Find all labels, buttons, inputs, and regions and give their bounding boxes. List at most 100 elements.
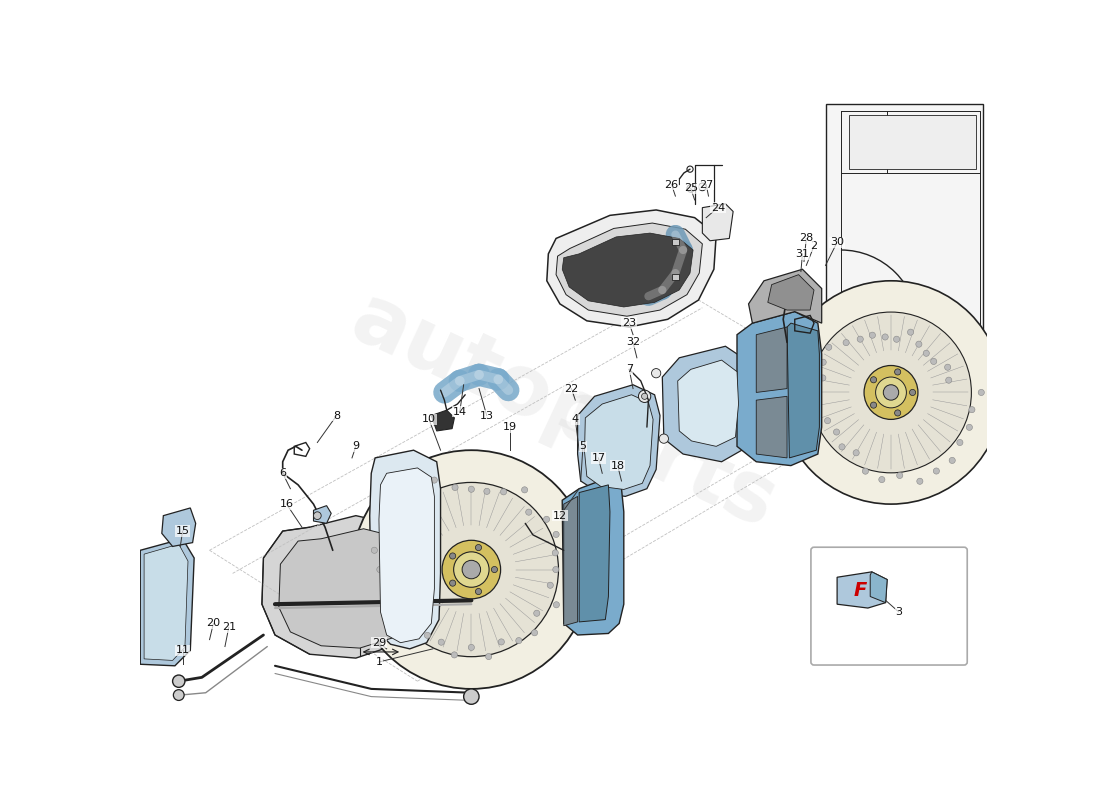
Text: 10: 10 xyxy=(422,414,436,424)
Circle shape xyxy=(870,402,877,408)
Circle shape xyxy=(896,472,903,478)
Circle shape xyxy=(407,628,412,634)
Polygon shape xyxy=(849,115,976,169)
Polygon shape xyxy=(757,396,788,458)
Polygon shape xyxy=(431,410,454,431)
Circle shape xyxy=(916,478,923,484)
Text: 11: 11 xyxy=(176,646,189,655)
Circle shape xyxy=(372,547,377,554)
Circle shape xyxy=(638,390,651,402)
Circle shape xyxy=(814,390,821,395)
Circle shape xyxy=(475,589,482,594)
Polygon shape xyxy=(749,270,822,323)
Text: 25: 25 xyxy=(684,183,697,194)
Circle shape xyxy=(547,582,553,588)
Circle shape xyxy=(531,630,538,636)
Polygon shape xyxy=(314,506,331,523)
Circle shape xyxy=(425,632,430,638)
Polygon shape xyxy=(556,223,703,316)
Circle shape xyxy=(543,516,550,522)
Circle shape xyxy=(978,390,984,395)
Circle shape xyxy=(384,482,559,657)
Circle shape xyxy=(500,489,507,495)
Circle shape xyxy=(438,639,444,646)
Polygon shape xyxy=(788,323,820,458)
FancyBboxPatch shape xyxy=(811,547,967,665)
Circle shape xyxy=(966,424,972,430)
Text: 2: 2 xyxy=(811,241,817,251)
Circle shape xyxy=(815,405,821,411)
Polygon shape xyxy=(562,233,693,307)
Circle shape xyxy=(910,390,915,395)
Circle shape xyxy=(854,450,859,456)
Text: 7: 7 xyxy=(626,364,632,374)
Text: 12: 12 xyxy=(553,510,566,521)
Polygon shape xyxy=(563,496,578,626)
Polygon shape xyxy=(262,516,429,658)
Circle shape xyxy=(839,444,845,450)
Circle shape xyxy=(475,545,482,550)
Circle shape xyxy=(931,358,937,365)
Circle shape xyxy=(686,185,695,192)
Text: 26: 26 xyxy=(664,179,679,190)
Circle shape xyxy=(825,418,830,424)
Circle shape xyxy=(442,540,501,599)
Text: 4: 4 xyxy=(572,414,579,424)
Text: 6: 6 xyxy=(279,468,286,478)
Circle shape xyxy=(843,339,849,346)
Circle shape xyxy=(826,344,832,350)
Circle shape xyxy=(453,552,490,587)
Text: 21: 21 xyxy=(222,622,235,632)
Circle shape xyxy=(857,336,864,342)
Polygon shape xyxy=(562,477,624,635)
Circle shape xyxy=(397,518,403,525)
Circle shape xyxy=(933,468,939,474)
Text: 5: 5 xyxy=(580,442,586,451)
Text: F: F xyxy=(854,581,867,600)
Circle shape xyxy=(534,610,540,616)
Circle shape xyxy=(314,512,321,519)
Circle shape xyxy=(451,652,458,658)
Circle shape xyxy=(462,560,481,578)
Circle shape xyxy=(464,689,480,704)
Circle shape xyxy=(516,638,521,644)
Circle shape xyxy=(398,496,404,502)
Text: 18: 18 xyxy=(610,461,625,470)
Polygon shape xyxy=(671,239,680,246)
Circle shape xyxy=(834,429,839,435)
Polygon shape xyxy=(703,204,733,241)
Text: 3: 3 xyxy=(895,607,902,617)
Circle shape xyxy=(957,439,962,446)
Text: 22: 22 xyxy=(564,383,579,394)
Text: 17: 17 xyxy=(592,453,605,463)
Polygon shape xyxy=(370,450,440,649)
Circle shape xyxy=(946,377,952,383)
Polygon shape xyxy=(144,544,188,661)
Polygon shape xyxy=(584,394,653,490)
Circle shape xyxy=(869,332,876,338)
Polygon shape xyxy=(662,346,752,462)
Text: 31: 31 xyxy=(795,249,810,259)
Text: 24: 24 xyxy=(711,202,725,213)
Circle shape xyxy=(484,488,490,494)
Polygon shape xyxy=(141,538,195,666)
Polygon shape xyxy=(279,529,424,648)
Circle shape xyxy=(450,553,455,559)
Circle shape xyxy=(698,183,706,190)
Circle shape xyxy=(377,566,383,573)
Circle shape xyxy=(526,509,531,515)
Circle shape xyxy=(923,350,930,356)
Circle shape xyxy=(498,639,505,645)
Text: 9: 9 xyxy=(352,442,360,451)
Text: 14: 14 xyxy=(453,406,466,417)
Circle shape xyxy=(469,644,474,650)
Text: 1: 1 xyxy=(375,657,383,667)
Circle shape xyxy=(553,531,559,538)
Circle shape xyxy=(553,602,560,608)
Polygon shape xyxy=(580,485,609,622)
Circle shape xyxy=(485,654,492,660)
Text: 15: 15 xyxy=(176,526,189,536)
Circle shape xyxy=(431,477,438,483)
Circle shape xyxy=(969,406,975,413)
Circle shape xyxy=(811,312,971,473)
